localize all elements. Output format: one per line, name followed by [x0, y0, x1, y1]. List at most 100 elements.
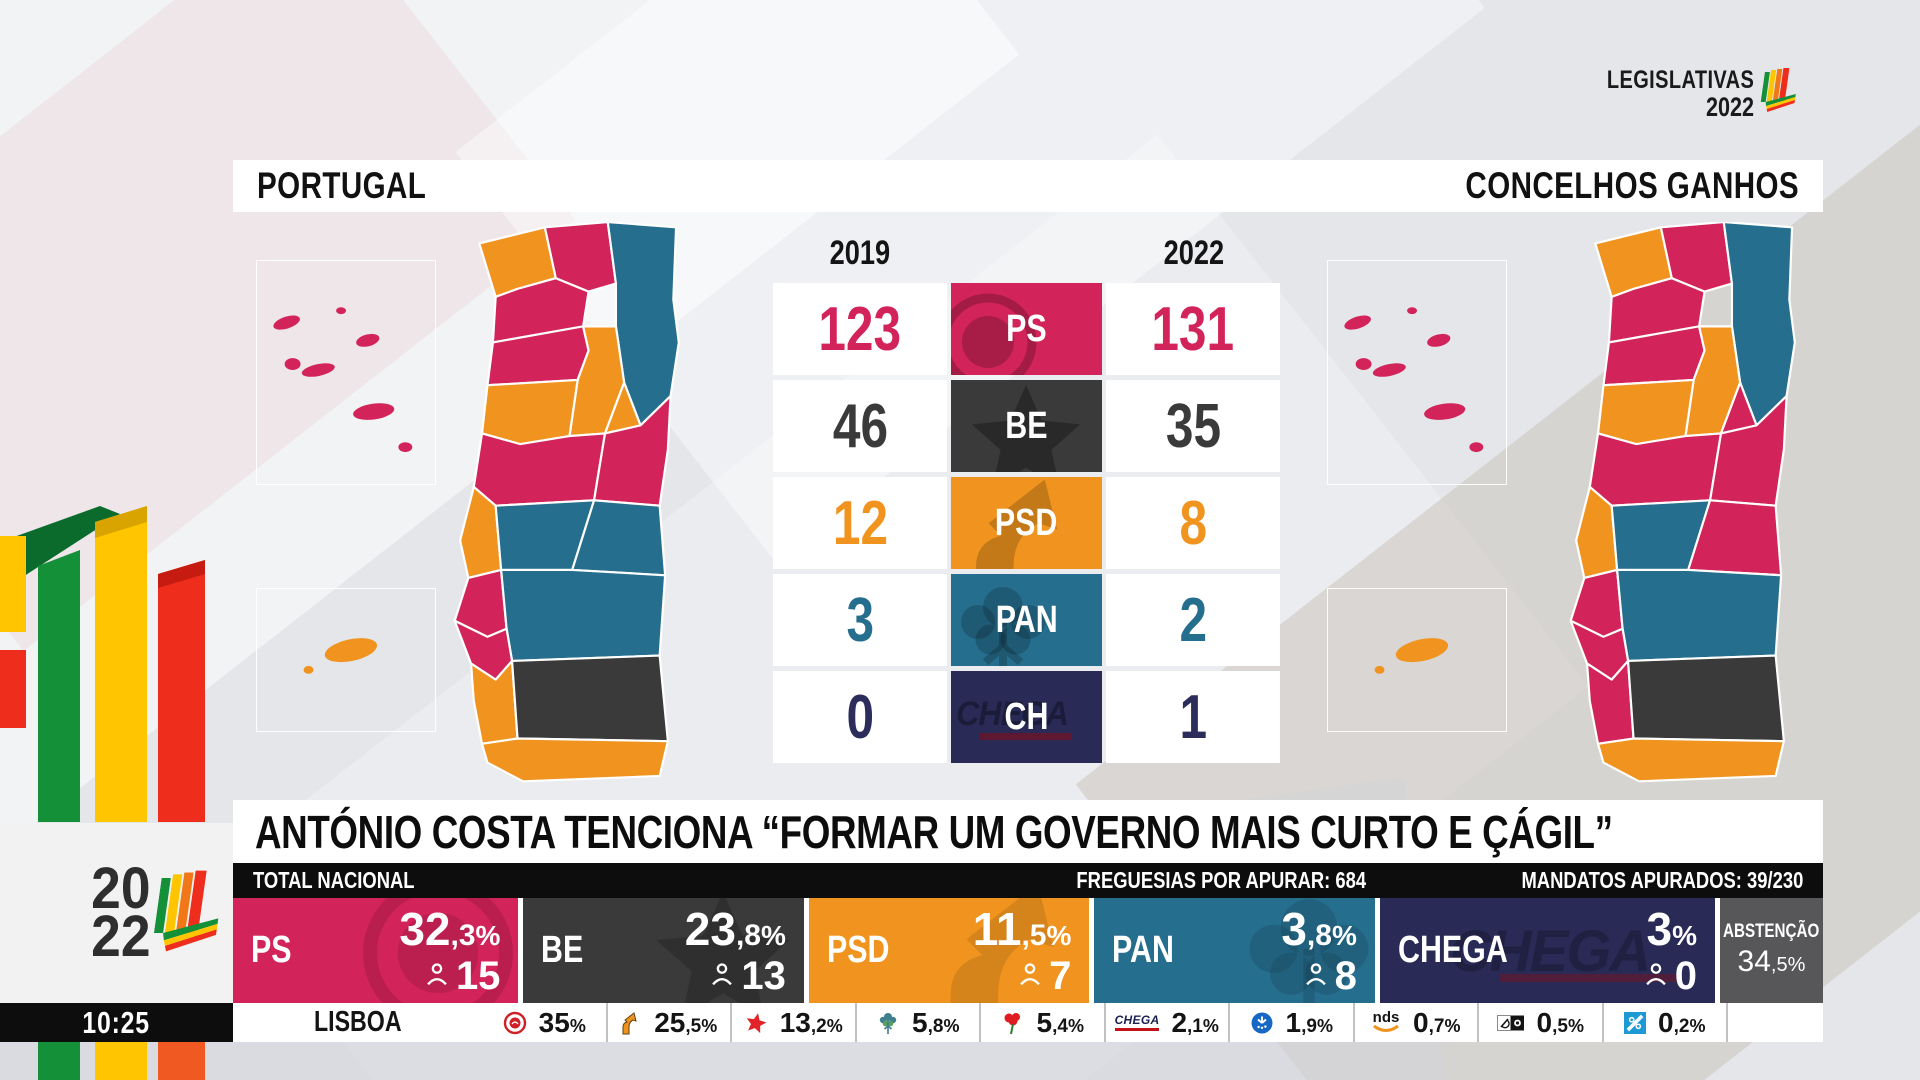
freguesias-counter: FREGUESIAS POR APURAR: 684 — [1076, 867, 1366, 893]
value-2019-be: 46 — [773, 380, 947, 472]
logo-line1: LEGISLATIVAS — [1606, 66, 1754, 94]
ticker-entry-cdu: 5,4% — [981, 1003, 1106, 1042]
cdu-carnation-icon — [1001, 1010, 1025, 1036]
header-bar: PORTUGAL CONCELHOS GANHOS — [233, 160, 1823, 212]
party-badge-pan: PAN — [951, 574, 1102, 666]
ticker-region-label: LISBOA — [314, 1006, 402, 1038]
value-2022-pan: 2 — [1106, 574, 1280, 666]
person-icon — [1645, 962, 1667, 990]
abstention-label: ABSTENÇÃO — [1723, 921, 1820, 943]
chega-mandates: 0 — [1645, 956, 1697, 996]
corner-year-bottom: 22 — [91, 904, 151, 969]
headline-text: ANTÓNIO COSTA TENCIONA “FORMAR UM GOVERN… — [255, 805, 1613, 858]
mandatos-counter: MANDATOS APURADOS: 39/230 — [1521, 867, 1803, 893]
concelhos-comparison-table: 123 PS 131 46 — [773, 283, 1280, 768]
hammer-sickle-emblem-icon — [1496, 1014, 1525, 1031]
be-star-icon — [744, 1011, 768, 1035]
pan-mandates: 8 — [1281, 956, 1357, 996]
table-row-pan: 3 PAN 2 — [773, 574, 1280, 666]
volt-emblem-icon — [1624, 1011, 1647, 1034]
ticker-entry-volt: 0,2% — [1604, 1003, 1728, 1042]
chega-wordmark-icon: CHEGA — [1114, 1014, 1160, 1031]
table-row-psd: 12 PSD 8 — [773, 477, 1280, 569]
party-badge-be: BE — [951, 380, 1102, 472]
value-2022-ch: 1 — [1106, 671, 1280, 763]
azores-inset-2019 — [256, 260, 436, 485]
ticker-entry-pan: 5,8% — [857, 1003, 981, 1042]
madeira-inset-2019 — [256, 588, 436, 732]
value-2022-ps: 131 — [1106, 283, 1280, 375]
ticker-empty-tail — [1728, 1003, 1823, 1042]
legislativas-l-icon — [153, 870, 223, 957]
year-label-2022: 2022 — [1163, 234, 1225, 272]
party-badge-ps: PS — [951, 283, 1102, 375]
ps-emblem-icon — [503, 1011, 527, 1035]
psd-arrow-icon — [620, 1011, 642, 1035]
portugal-map-2022 — [1557, 220, 1803, 784]
ticker-entry-psd: 25,5% — [608, 1003, 732, 1042]
ticker-entry-hammer-sickle: 0,5% — [1479, 1003, 1604, 1042]
value-2019-ps: 123 — [773, 283, 947, 375]
be-mandates: 13 — [685, 956, 786, 996]
psd-percentage: 11,5% — [972, 902, 1072, 955]
clock: 10:25 — [82, 1004, 151, 1040]
page-title: PORTUGAL — [257, 165, 427, 206]
status-bar: TOTAL NACIONAL FREGUESIAS POR APURAR: 68… — [233, 863, 1823, 898]
party-result-panel-pan: PAN 3,8% 8 — [1094, 898, 1375, 1003]
corner-2022-panel: 20 22 — [0, 823, 233, 1003]
corner-year-top: 20 — [91, 856, 151, 922]
pan-tree-icon — [876, 1010, 900, 1036]
table-row-ps: 123 PS 131 — [773, 283, 1280, 375]
clock-bar: 10:25 — [0, 1003, 233, 1042]
legislativas-l-icon — [1759, 68, 1802, 117]
madeira-inset-2022 — [1327, 588, 1507, 732]
pan-percentage: 3,8% — [1281, 902, 1357, 955]
person-icon — [426, 962, 448, 990]
ps-mandates: 15 — [399, 956, 500, 996]
nds-wordmark-icon: nds — [1371, 1010, 1401, 1033]
brand-bar-stub — [95, 1042, 147, 1080]
abstention-value: 34,5% — [1737, 945, 1806, 979]
logo-line2: 2022 — [1705, 92, 1754, 122]
party-result-panel-chega: CHEGA CHEGA 3% 0 — [1379, 898, 1715, 1003]
value-2022-psd: 8 — [1106, 477, 1280, 569]
ticker-entry-chega: CHEGA 2,1% — [1106, 1003, 1230, 1042]
value-2019-psd: 12 — [773, 477, 947, 569]
brand-bar-stub — [38, 1042, 80, 1080]
party-result-panel-ps: PS 32,3% 15 — [233, 898, 519, 1003]
value-2019-pan: 3 — [773, 574, 947, 666]
ticker-entry-nds: nds 0,7% — [1355, 1003, 1479, 1042]
azores-inset-2022 — [1327, 260, 1507, 485]
header-right-label: CONCELHOS GANHOS — [1465, 165, 1799, 206]
legislativas-brand-bars-logo — [0, 506, 205, 822]
party-result-panel-psd: PSD 11,5% 7 — [808, 898, 1090, 1003]
value-2019-ch: 0 — [773, 671, 947, 763]
brand-bar-stub — [158, 1042, 205, 1080]
party-badge-psd: PSD — [951, 477, 1102, 569]
blue-round-emblem-icon — [1250, 1011, 1274, 1035]
value-2022-be: 35 — [1106, 380, 1280, 472]
abstention-panel: ABSTENÇÃO 34,5% — [1719, 898, 1823, 1003]
ticker-entry-blue-round: 1,9% — [1230, 1003, 1355, 1042]
portugal-map-2019 — [441, 220, 687, 784]
ps-percentage: 32,3% — [399, 902, 501, 955]
status-left-label: TOTAL NACIONAL — [253, 867, 415, 893]
national-results-bar: PS 32,3% 15 BE 23,8% — [233, 898, 1823, 1003]
ticker-entry-ps: 35% — [483, 1003, 608, 1042]
party-badge-ch: CHEGA CH — [951, 671, 1102, 763]
table-row-ch: 0 CHEGA CH 1 — [773, 671, 1280, 763]
person-icon — [711, 962, 733, 990]
regional-results-ticker: LISBOA 35% 25,5% — [233, 1003, 1823, 1042]
year-label-2019: 2019 — [829, 234, 891, 272]
party-result-panel-be: BE 23,8% 13 — [523, 898, 804, 1003]
ticker-entry-be: 13,2% — [732, 1003, 857, 1042]
headline-bar: ANTÓNIO COSTA TENCIONA “FORMAR UM GOVERN… — [233, 800, 1823, 863]
person-icon — [1305, 962, 1327, 990]
be-percentage: 23,8% — [684, 902, 786, 955]
psd-mandates: 7 — [973, 956, 1071, 996]
person-icon — [1019, 962, 1041, 990]
chega-percentage: 3% — [1646, 902, 1697, 955]
legislativas-2022-logo: LEGISLATIVAS 2022 — [1570, 68, 1798, 121]
table-row-be: 46 BE 35 — [773, 380, 1280, 472]
